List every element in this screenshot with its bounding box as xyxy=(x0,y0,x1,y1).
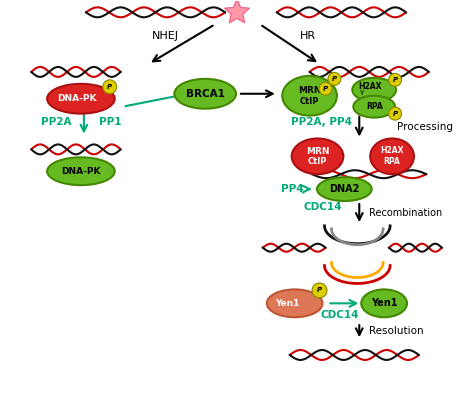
Text: PP4: PP4 xyxy=(282,184,304,194)
Text: CDC14: CDC14 xyxy=(320,310,359,320)
Text: DNA2: DNA2 xyxy=(329,184,360,194)
Text: Yen1: Yen1 xyxy=(275,299,300,308)
Ellipse shape xyxy=(353,96,395,118)
Text: P: P xyxy=(392,77,398,83)
Text: H2AX: H2AX xyxy=(358,82,382,91)
Circle shape xyxy=(328,72,341,85)
Text: CDC14: CDC14 xyxy=(303,202,342,212)
Text: RPA: RPA xyxy=(384,157,401,166)
Text: Recombination: Recombination xyxy=(369,208,442,218)
Circle shape xyxy=(389,74,401,86)
Ellipse shape xyxy=(370,139,414,174)
Text: MRN: MRN xyxy=(298,86,321,95)
Polygon shape xyxy=(225,0,249,23)
Circle shape xyxy=(312,283,327,298)
Ellipse shape xyxy=(47,84,115,113)
Text: Yen1: Yen1 xyxy=(371,298,397,308)
Text: MRN: MRN xyxy=(306,147,329,156)
Text: HR: HR xyxy=(300,31,316,41)
Text: NHEJ: NHEJ xyxy=(152,31,179,41)
Text: P: P xyxy=(317,287,322,293)
Text: P: P xyxy=(392,111,398,117)
Ellipse shape xyxy=(317,177,372,201)
Text: DNA-PK: DNA-PK xyxy=(61,167,100,176)
Text: Resolution: Resolution xyxy=(369,326,424,336)
Text: BRCA1: BRCA1 xyxy=(186,89,225,99)
Text: PP2A: PP2A xyxy=(41,117,71,127)
Text: Processing: Processing xyxy=(397,122,453,132)
Circle shape xyxy=(319,82,332,95)
Text: P: P xyxy=(107,84,112,90)
Text: P: P xyxy=(332,76,337,82)
Ellipse shape xyxy=(352,78,396,102)
Circle shape xyxy=(389,107,401,120)
Text: RPA: RPA xyxy=(366,102,383,111)
Circle shape xyxy=(103,80,117,94)
Ellipse shape xyxy=(174,79,236,109)
Ellipse shape xyxy=(267,289,322,317)
Text: CtIP: CtIP xyxy=(308,157,327,166)
Ellipse shape xyxy=(361,289,407,317)
Text: PP1: PP1 xyxy=(100,117,122,127)
Text: DNA-PK: DNA-PK xyxy=(57,94,97,103)
Text: H2AX: H2AX xyxy=(380,146,404,155)
Text: PP2A, PP4: PP2A, PP4 xyxy=(291,117,352,127)
Text: P: P xyxy=(323,86,328,92)
Text: CtIP: CtIP xyxy=(300,97,319,106)
Ellipse shape xyxy=(282,76,337,115)
Text: γ: γ xyxy=(360,89,365,95)
Ellipse shape xyxy=(292,139,343,174)
Ellipse shape xyxy=(47,157,115,185)
